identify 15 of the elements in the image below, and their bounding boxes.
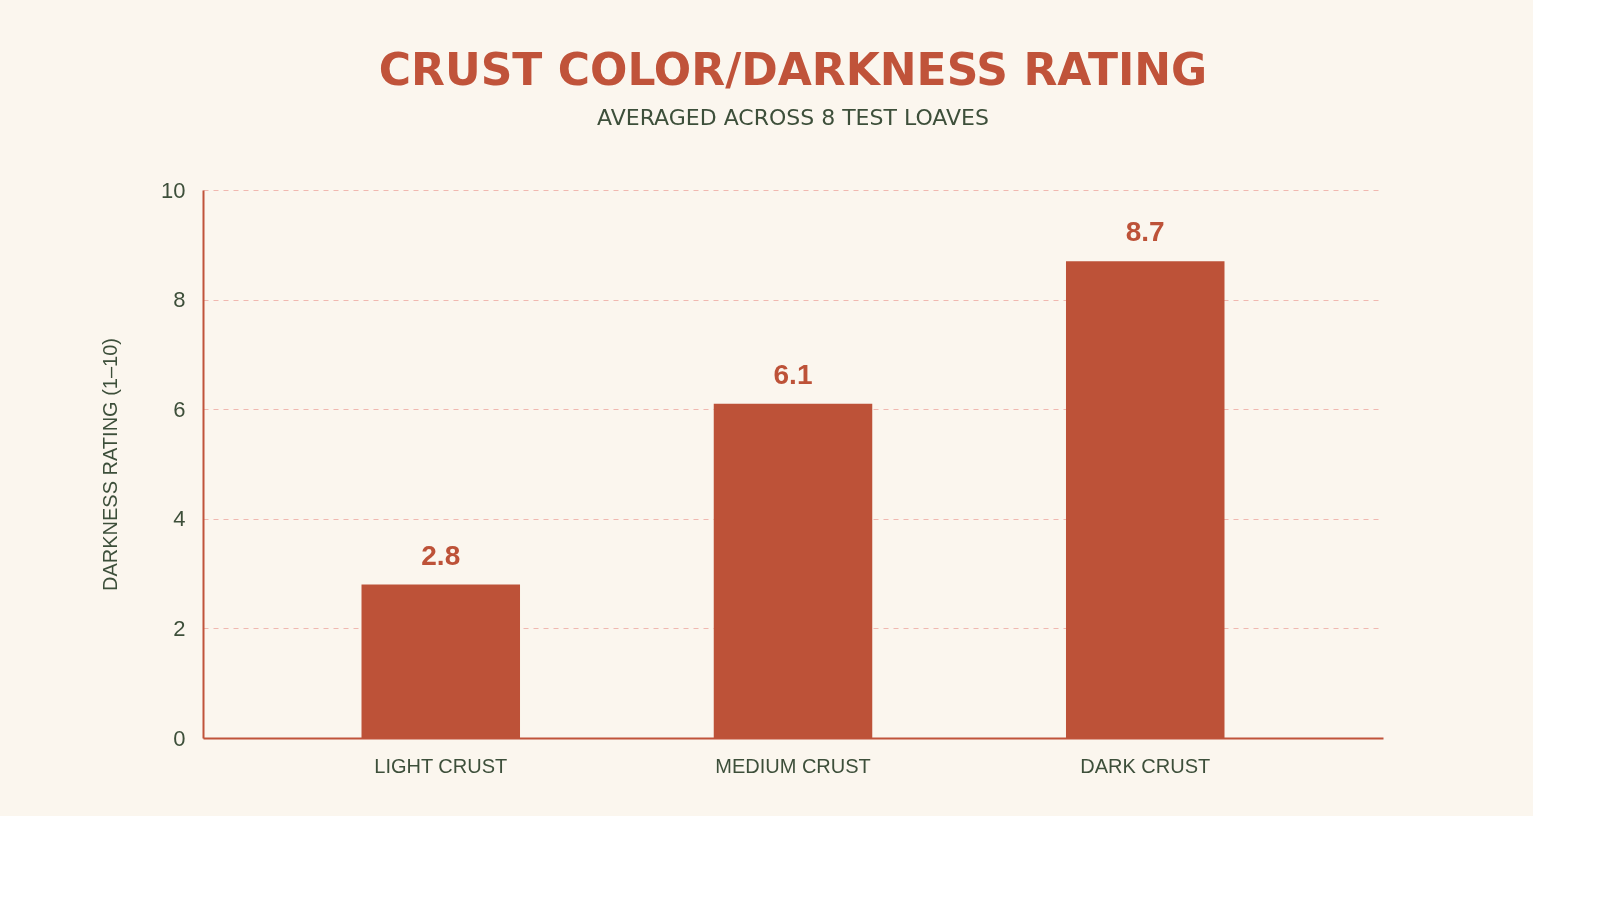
chart-title: CRUST COLOR/DARKNESS RATING — [378, 44, 1208, 95]
y-tick-label: 4 — [173, 506, 186, 532]
x-tick-label: LIGHT CRUST — [374, 754, 508, 777]
y-tick-label: 0 — [173, 725, 186, 751]
chart-subtitle: AVERAGED ACROSS 8 TEST LOAVES — [597, 105, 989, 130]
y-tick-label: 2 — [173, 615, 186, 641]
data-label: 2.8 — [421, 539, 461, 571]
y-tick-label: 6 — [173, 396, 186, 422]
x-tick-label: DARK CRUST — [1080, 754, 1211, 777]
data-label: 6.1 — [773, 358, 813, 390]
x-tick-label: MEDIUM CRUST — [715, 754, 871, 777]
y-tick-label: 8 — [173, 287, 186, 313]
y-tick-label: 10 — [161, 177, 186, 203]
data-label: 8.7 — [1125, 216, 1165, 248]
y-axis-title: DARKNESS RATING (1–10) — [99, 337, 122, 592]
